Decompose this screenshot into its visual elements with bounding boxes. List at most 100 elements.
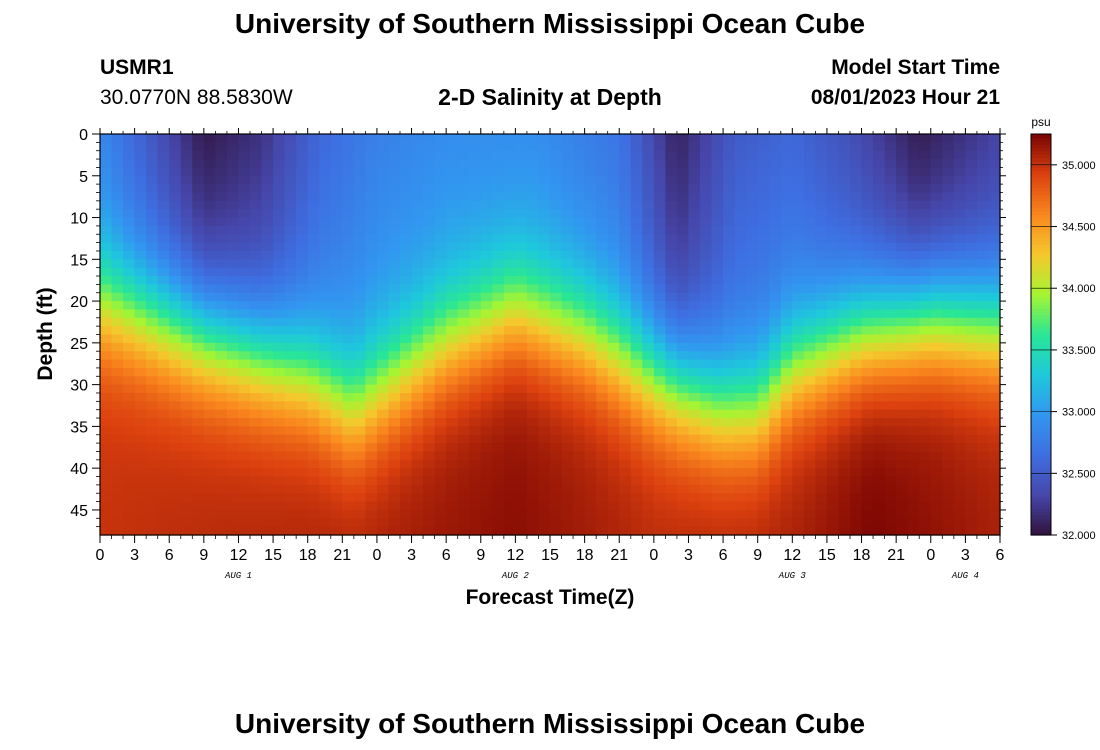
heatmap-cell	[815, 484, 828, 494]
heatmap-cell	[676, 468, 690, 478]
heatmap-cell	[457, 159, 470, 169]
heatmap-cell	[192, 184, 205, 194]
heatmap-cell	[711, 267, 724, 277]
heatmap-cell	[353, 468, 366, 478]
heatmap-cell	[676, 367, 690, 377]
heatmap-cell	[146, 451, 159, 461]
heatmap-cell	[584, 334, 597, 344]
heatmap-cell	[111, 351, 124, 361]
heatmap-cell	[100, 209, 113, 219]
heatmap-cell	[203, 451, 216, 461]
colorbar-tick-label: 35.000	[1062, 160, 1096, 172]
heatmap-cell	[388, 250, 401, 260]
heatmap-cell	[226, 200, 240, 210]
heatmap-cell	[400, 409, 413, 419]
colorbar-swatch	[1031, 327, 1051, 332]
heatmap-cell	[550, 443, 563, 453]
heatmap-cell	[561, 367, 574, 377]
heatmap-cell	[769, 392, 782, 402]
heatmap-cell	[642, 367, 655, 377]
heatmap-cell	[619, 192, 632, 202]
heatmap-cell	[203, 326, 216, 336]
heatmap-cell	[953, 209, 966, 219]
heatmap-cell	[400, 184, 413, 194]
heatmap-cell	[330, 401, 343, 411]
heatmap-cell	[100, 217, 113, 227]
footer-title: University of Southern Mississippi Ocean…	[234, 708, 866, 739]
heatmap-cell	[653, 259, 666, 269]
heatmap-cell	[503, 234, 516, 244]
heatmap-cell	[642, 225, 655, 235]
heatmap-cell	[688, 351, 701, 361]
heatmap-cell	[734, 493, 747, 503]
heatmap-cell	[861, 443, 874, 453]
heatmap-cell	[619, 150, 632, 160]
heatmap-cell	[307, 292, 320, 302]
heatmap-cell	[861, 334, 874, 344]
heatmap-cell	[503, 409, 516, 419]
heatmap-cell	[826, 276, 840, 285]
heatmap-cell	[930, 134, 943, 143]
heatmap-cell	[146, 484, 159, 494]
heatmap-cell	[596, 276, 609, 285]
heatmap-cell	[907, 342, 920, 352]
heatmap-cell	[688, 518, 701, 528]
heatmap-cell	[826, 509, 840, 519]
heatmap-cell	[561, 167, 574, 177]
heatmap-cell	[515, 242, 528, 252]
heatmap-cell	[538, 493, 551, 503]
heatmap-cell	[792, 192, 805, 202]
heatmap-cell	[342, 192, 355, 202]
colorbar-swatch	[1031, 174, 1051, 179]
heatmap-cell	[734, 484, 747, 494]
heatmap-cell	[607, 159, 620, 169]
heatmap-cell	[930, 426, 943, 436]
heatmap-cell	[538, 284, 551, 294]
heatmap-cell	[561, 284, 574, 294]
heatmap-cell	[746, 200, 759, 210]
heatmap-cell	[861, 150, 874, 160]
heatmap-cell	[146, 376, 159, 386]
heatmap-cell	[353, 192, 366, 202]
heatmap-cell	[111, 509, 124, 519]
heatmap-cell	[296, 459, 309, 469]
heatmap-cell	[907, 301, 920, 311]
heatmap-cell	[376, 284, 390, 294]
heatmap-cell	[146, 476, 159, 486]
heatmap-cell	[711, 484, 724, 494]
heatmap-cell	[942, 250, 955, 260]
heatmap-cell	[561, 301, 574, 311]
heatmap-cell	[861, 392, 874, 402]
heatmap-cell	[757, 526, 770, 536]
heatmap-cell	[123, 443, 136, 453]
heatmap-cell	[273, 326, 286, 336]
heatmap-cell	[469, 234, 482, 244]
heatmap-cell	[296, 134, 309, 143]
heatmap-cell	[307, 401, 320, 411]
heatmap-cell	[411, 476, 424, 486]
heatmap-cell	[515, 267, 528, 277]
heatmap-cell	[446, 459, 459, 469]
heatmap-cell	[330, 317, 343, 327]
heatmap-cell	[284, 259, 297, 269]
heatmap-cell	[988, 234, 1001, 244]
heatmap-cell	[769, 217, 782, 227]
heatmap-cell	[492, 392, 505, 402]
heatmap-cell	[330, 484, 343, 494]
heatmap-cell	[953, 342, 966, 352]
heatmap-cell	[376, 259, 390, 269]
heatmap-cell	[330, 326, 343, 336]
heatmap-cell	[457, 384, 470, 394]
heatmap-cell	[850, 434, 863, 444]
heatmap-cell	[376, 159, 390, 169]
heatmap-cell	[307, 426, 320, 436]
heatmap-cell	[884, 384, 897, 394]
heatmap-cell	[330, 192, 343, 202]
heatmap-cell	[907, 334, 920, 344]
heatmap-cell	[388, 142, 401, 152]
heatmap-cell	[330, 242, 343, 252]
heatmap-cell	[226, 292, 240, 302]
heatmap-cell	[976, 225, 990, 235]
heatmap-cell	[134, 426, 147, 436]
heatmap-cell	[619, 409, 632, 419]
